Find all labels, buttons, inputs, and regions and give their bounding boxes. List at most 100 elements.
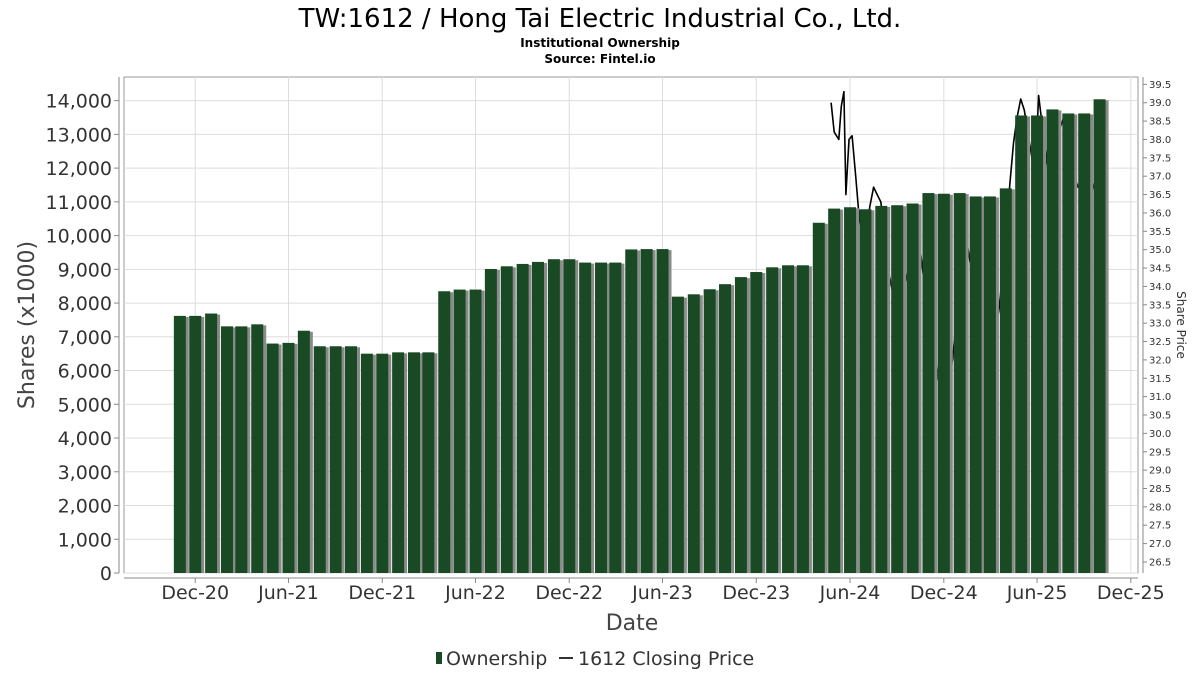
- legend-ownership-label: Ownership: [446, 648, 547, 670]
- ownership-bar: [313, 346, 326, 573]
- ownership-bar: [671, 296, 684, 573]
- ownership-bar: [595, 262, 608, 573]
- ownership-bar: [360, 353, 373, 573]
- ownership-bar: [875, 205, 888, 573]
- x-tick-label: Jun-25: [1006, 582, 1068, 604]
- chart-subtitle: Institutional Ownership: [520, 36, 680, 50]
- x-tick-label: Jun-22: [444, 582, 506, 604]
- ownership-bar: [703, 289, 716, 573]
- ownership-bar: [547, 259, 560, 573]
- y-tick-label: 9,000: [58, 259, 112, 281]
- ownership-bar: [189, 315, 202, 573]
- ownership-bar: [282, 342, 295, 573]
- ownership-bar: [922, 193, 935, 574]
- ownership-bar: [205, 313, 218, 573]
- y-tick-label: 2,000: [58, 496, 112, 518]
- ownership-bar: [516, 263, 529, 573]
- ownership-bar: [844, 207, 857, 573]
- ownership-bar: [1015, 115, 1028, 574]
- x-axis-label: Date: [606, 611, 659, 636]
- ownership-bar: [937, 193, 950, 573]
- y2-tick-label: 33.5: [1149, 300, 1171, 311]
- x-tick-label: Dec-21: [348, 582, 416, 604]
- ownership-bar: [1031, 115, 1044, 574]
- ownership-bar: [532, 261, 545, 573]
- ownership-bar: [953, 193, 966, 574]
- ownership-bar: [609, 262, 622, 573]
- ownership-bar: [408, 352, 421, 573]
- y2-tick-label: 28.5: [1149, 484, 1171, 495]
- ownership-bar: [1093, 99, 1106, 574]
- ownership-bar: [766, 267, 779, 573]
- ownership-bar: [251, 324, 264, 573]
- ownership-bar: [796, 265, 809, 573]
- ownership-bar: [1078, 113, 1091, 573]
- x-tick-label: Dec-25: [1097, 582, 1165, 604]
- y2-tick-label: 32.5: [1149, 337, 1171, 348]
- ownership-bar: [329, 346, 342, 573]
- y-axis-label: Shares (x1000): [15, 241, 40, 409]
- y-tick-label: 3,000: [58, 462, 112, 484]
- chart-title: TW:1612 / Hong Tai Electric Industrial C…: [298, 4, 902, 34]
- y2-axis-label: Share Price: [1174, 291, 1188, 359]
- x-axis-ticks: Dec-20 Jun-21 Dec-21 Jun-22 Dec-22 Jun-23 Dec-…: [161, 578, 1165, 604]
- left-axis-ticks: 0 1,000 2,000 3,000 4,000 5,000 6,000 7,000 8,00…: [46, 91, 119, 585]
- ownership-bar: [859, 209, 872, 573]
- right-axis-ticks: 26.5 27.0 27.5 28.0 28.5 29.0 29.5 30.0 30.5 31.0…: [1143, 80, 1171, 568]
- y2-tick-label: 28.0: [1149, 502, 1171, 513]
- ownership-bar: [906, 203, 919, 573]
- ownership-bar: [1046, 109, 1059, 573]
- y2-tick-label: 35.0: [1149, 245, 1171, 256]
- y2-tick-label: 31.5: [1149, 374, 1171, 385]
- y2-tick-label: 35.5: [1149, 227, 1171, 238]
- y2-tick-label: 36.0: [1149, 208, 1171, 219]
- x-tick-label: Jun-21: [257, 582, 319, 604]
- ownership-bar: [750, 272, 763, 573]
- ownership-bar: [719, 284, 732, 573]
- y2-tick-label: 30.5: [1149, 411, 1171, 422]
- y2-tick-label: 36.5: [1149, 190, 1171, 201]
- ownership-bar: [969, 196, 982, 574]
- ownership-bar: [656, 249, 669, 573]
- y2-tick-label: 27.0: [1149, 539, 1171, 550]
- y2-tick-label: 38.0: [1149, 135, 1171, 146]
- y2-tick-label: 31.0: [1149, 392, 1171, 403]
- ownership-bar: [625, 249, 638, 573]
- y2-tick-label: 29.5: [1149, 447, 1171, 458]
- ownership-bar: [173, 315, 186, 573]
- ownership-bar: [220, 326, 233, 573]
- y2-tick-label: 34.5: [1149, 264, 1171, 275]
- ownership-bar: [734, 277, 747, 573]
- ownership-bar: [453, 289, 466, 573]
- ownership-bar: [392, 352, 405, 573]
- y2-tick-label: 34.0: [1149, 282, 1171, 293]
- y2-tick-label: 38.5: [1149, 117, 1171, 128]
- ownership-bar: [469, 289, 482, 573]
- ownership-bar: [235, 326, 248, 573]
- ownership-bars: [173, 99, 1109, 574]
- y-tick-label: 6,000: [58, 361, 112, 383]
- y-tick-label: 0: [100, 563, 112, 585]
- ownership-bar: [891, 205, 904, 573]
- y2-tick-label: 30.0: [1149, 429, 1171, 440]
- y-tick-label: 8,000: [58, 293, 112, 315]
- ownership-bar: [484, 268, 497, 573]
- y-tick-label: 7,000: [58, 327, 112, 349]
- ownership-bar: [579, 262, 592, 573]
- y2-tick-label: 37.5: [1149, 153, 1171, 164]
- x-tick-label: Dec-24: [910, 582, 978, 604]
- y-tick-label: 11,000: [46, 192, 112, 214]
- x-tick-label: Dec-23: [722, 582, 790, 604]
- y2-tick-label: 39.0: [1149, 98, 1171, 109]
- y2-tick-label: 29.0: [1149, 466, 1171, 477]
- ownership-bar: [640, 249, 653, 573]
- ownership-bar: [344, 346, 357, 573]
- ownership-bar: [297, 330, 310, 573]
- y-tick-label: 10,000: [46, 226, 112, 248]
- ownership-bar: [687, 294, 700, 573]
- chart-source: Source: Fintel.io: [544, 52, 655, 66]
- x-tick-label: Dec-20: [161, 582, 229, 604]
- ownership-bar: [828, 208, 841, 573]
- ownership-bar: [999, 188, 1012, 574]
- y2-tick-label: 32.0: [1149, 355, 1171, 366]
